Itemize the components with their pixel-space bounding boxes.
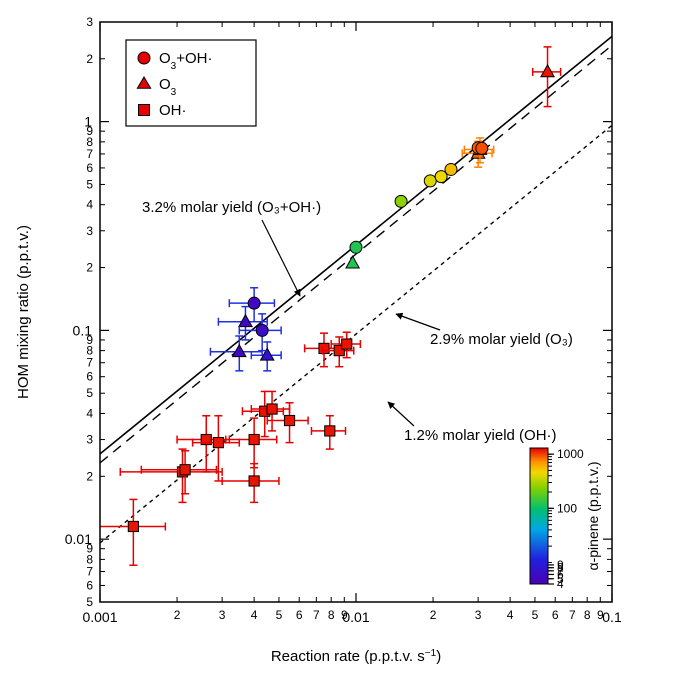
svg-text:3: 3 xyxy=(219,608,226,622)
x-tick-label: 0.001 xyxy=(82,609,117,625)
point-square xyxy=(267,404,277,414)
point-circle xyxy=(256,324,268,336)
svg-text:6: 6 xyxy=(86,161,93,175)
point-circle xyxy=(248,297,260,309)
svg-text:9: 9 xyxy=(597,608,604,622)
svg-text:3: 3 xyxy=(86,224,93,238)
point-square xyxy=(128,521,138,531)
chart-container: 0.0010.010.123456789234567890.010.115678… xyxy=(0,0,700,679)
colorbar-tick-label: 1000 xyxy=(557,447,584,461)
svg-text:3: 3 xyxy=(475,608,482,622)
svg-text:4: 4 xyxy=(251,608,258,622)
legend-label: OH· xyxy=(159,102,187,119)
x-tick-label: 0.1 xyxy=(602,609,622,625)
point-circle xyxy=(350,241,362,253)
point-circle xyxy=(424,175,436,187)
svg-text:7: 7 xyxy=(569,608,576,622)
colorbar-tick-label: 100 xyxy=(557,501,577,515)
point-square xyxy=(325,426,335,436)
point-square xyxy=(342,339,352,349)
colorbar-label: α-pinene (p.p.t.v.) xyxy=(585,462,601,571)
svg-text:2: 2 xyxy=(86,261,93,275)
svg-text:4: 4 xyxy=(86,406,93,420)
chart-svg: 0.0010.010.123456789234567890.010.115678… xyxy=(0,0,700,679)
svg-text:5: 5 xyxy=(276,608,283,622)
svg-text:2: 2 xyxy=(86,469,93,483)
legend-marker-circle xyxy=(138,52,150,64)
point-circle xyxy=(395,195,407,207)
annotation-text: 3.2% molar yield (O₃+OH·) xyxy=(142,199,321,216)
svg-text:9: 9 xyxy=(341,608,348,622)
point-square xyxy=(319,343,329,353)
svg-text:6: 6 xyxy=(86,370,93,384)
point-circle xyxy=(445,163,457,175)
svg-text:5: 5 xyxy=(86,595,93,609)
svg-text:8: 8 xyxy=(328,608,335,622)
legend-marker-square xyxy=(139,105,150,116)
svg-text:4: 4 xyxy=(86,198,93,212)
point-square xyxy=(284,415,294,425)
svg-text:9: 9 xyxy=(86,333,93,347)
point-circle xyxy=(476,142,488,154)
y-axis-label: HOM mixing ratio (p.p.t.v.) xyxy=(15,225,32,399)
svg-text:5: 5 xyxy=(532,608,539,622)
svg-text:9: 9 xyxy=(86,124,93,138)
svg-text:4: 4 xyxy=(507,608,514,622)
svg-text:2: 2 xyxy=(86,52,93,66)
svg-text:3: 3 xyxy=(86,15,93,29)
colorbar xyxy=(530,448,548,584)
svg-text:6: 6 xyxy=(296,608,303,622)
svg-text:7: 7 xyxy=(86,564,93,578)
svg-text:6: 6 xyxy=(552,608,559,622)
svg-text:2: 2 xyxy=(430,608,437,622)
annotation-text: 2.9% molar yield (O₃) xyxy=(430,331,573,348)
annotation-text: 1.2% molar yield (OH·) xyxy=(404,427,557,444)
svg-text:8: 8 xyxy=(584,608,591,622)
svg-text:7: 7 xyxy=(86,147,93,161)
svg-text:5: 5 xyxy=(86,386,93,400)
point-square xyxy=(180,465,190,475)
svg-text:6: 6 xyxy=(86,578,93,592)
svg-text:7: 7 xyxy=(313,608,320,622)
x-axis-label: Reaction rate (p.p.t.v. s−1) xyxy=(271,648,441,666)
colorbar-tick-label: 9 xyxy=(557,558,564,572)
svg-text:2: 2 xyxy=(174,608,181,622)
point-square xyxy=(213,438,223,448)
svg-text:9: 9 xyxy=(86,542,93,556)
svg-text:3: 3 xyxy=(86,433,93,447)
point-square xyxy=(249,434,259,444)
svg-text:5: 5 xyxy=(86,177,93,191)
point-square xyxy=(249,476,259,486)
svg-text:7: 7 xyxy=(86,356,93,370)
